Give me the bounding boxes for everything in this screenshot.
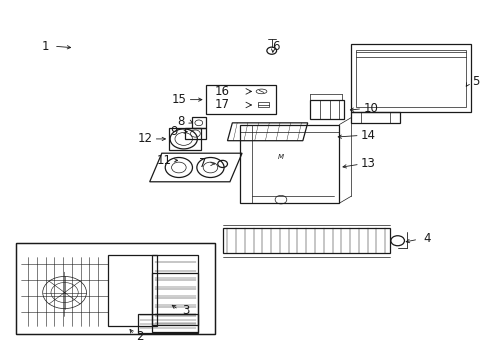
Text: 2: 2 — [136, 330, 143, 343]
Bar — [205, 85, 276, 114]
Text: 5: 5 — [471, 75, 478, 88]
Text: 14: 14 — [360, 129, 375, 142]
Text: 4: 4 — [422, 233, 430, 246]
Text: 12: 12 — [137, 132, 152, 145]
Text: 7: 7 — [199, 157, 206, 170]
Text: 11: 11 — [157, 154, 171, 167]
Text: 8: 8 — [177, 114, 184, 127]
Bar — [16, 243, 215, 334]
Text: 17: 17 — [214, 99, 229, 112]
Text: M: M — [277, 154, 284, 160]
Text: 6: 6 — [272, 40, 279, 53]
Text: 10: 10 — [363, 102, 378, 115]
Text: 15: 15 — [171, 93, 186, 106]
Text: 3: 3 — [182, 304, 189, 317]
Text: 16: 16 — [214, 85, 229, 98]
Text: 1: 1 — [41, 40, 49, 53]
Text: 13: 13 — [360, 157, 375, 170]
Bar — [258, 103, 268, 108]
Text: 9: 9 — [170, 125, 177, 138]
